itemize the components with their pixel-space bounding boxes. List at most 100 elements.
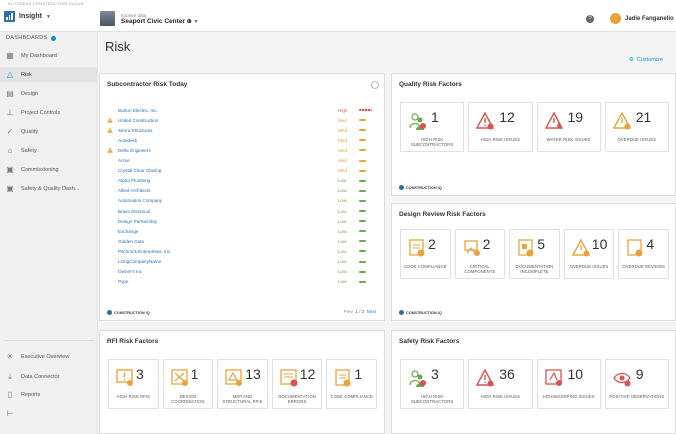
sidebar-item-project-controls[interactable]: ⊥ Project Controls (0, 105, 98, 120)
settings-icon[interactable] (371, 81, 379, 89)
list-item[interactable]: Owner's Inc Low (110, 267, 374, 277)
metric-tile[interactable]: 2 CRITICAL COMPONENTS (454, 229, 506, 279)
metric-label: HIGH RISK SUBCONTRACTORS (410, 394, 454, 405)
metric-label: HIGH RISK ISSUES (480, 137, 521, 142)
sidebar-item-my-dashboard[interactable]: ▦ My Dashboard (0, 48, 98, 63)
metric-tile[interactable]: 3 HIGH RISK RFIS (108, 359, 159, 409)
list-item[interactable]: Sierra Structures Med (107, 125, 374, 135)
subcontractor-name[interactable]: Exchange (118, 228, 139, 234)
add-dashboard-icon[interactable] (50, 35, 56, 41)
metric-label: HIGH RISK ISSUES (480, 394, 521, 399)
metric-tile[interactable]: 36 HIGH RISK ISSUES (468, 359, 533, 409)
warning-icon (107, 147, 113, 154)
subcontractor-name[interactable]: Burton Electric, Inc. (118, 107, 158, 113)
metric-tile[interactable]: 3 HIGH RISK SUBCONTRACTORS (400, 359, 465, 409)
subcontractor-name[interactable]: Sierra Structures (118, 127, 153, 133)
list-item[interactable]: Automation Company Low (110, 196, 374, 206)
sidebar-item-data-connector[interactable]: ⤓ Data Connector (0, 369, 98, 384)
user-menu[interactable]: Jadie Fanganello (610, 13, 674, 24)
risk-level: Med (338, 147, 347, 153)
card-title: Design Review Risk Factors (399, 211, 486, 218)
list-item[interactable]: Delta Engineers Med (107, 145, 374, 155)
metric-tile[interactable]: 12 DOCUMENTATION ERRORS (271, 359, 323, 409)
construction-iq-logo: CONSTRUCTION IQ (107, 310, 150, 315)
risk-level: Med (338, 127, 347, 133)
subcontractor-name[interactable]: Allied Architects (118, 188, 151, 194)
metric-value: 4 (646, 236, 655, 252)
metric-tile[interactable]: 13 MEP AND STRUCTURAL RFIS (217, 359, 268, 409)
sidebar-item-commissioning[interactable]: ▣ Commissioning (0, 162, 98, 177)
subcontractor-name[interactable]: Owner's Inc (118, 269, 143, 275)
list-item[interactable]: Burton Electric, Inc. High (110, 105, 374, 115)
metric-tile[interactable]: 21 OVERDUE ISSUES (604, 102, 669, 152)
list-item[interactable]: Exchange Low (110, 226, 374, 236)
sidebar-item-safety[interactable]: ⌂ Safety (0, 143, 98, 158)
subcontractor-name[interactable]: United Construction (118, 117, 159, 123)
subcontractor-name[interactable]: Bravo Electrical (118, 208, 150, 214)
subcontractor-name[interactable]: Crystal Clear Glazing (118, 168, 162, 174)
org-chart-icon: ⊥ (6, 107, 14, 117)
pager-next[interactable]: Next (366, 309, 376, 314)
app-switcher[interactable]: Insight ▼ (4, 11, 51, 22)
risk-level: Med (338, 158, 347, 164)
chevron-down-icon: ▼ (193, 18, 199, 25)
list-item[interactable]: Allied Architects Low (110, 186, 374, 196)
sidebar-item-quality[interactable]: ✓ Quality (0, 124, 98, 139)
metric-tile[interactable]: 1 HIGH RISK SUBCONTRACTORS (400, 102, 465, 152)
metric-tile[interactable]: 10 HOUSEKEEPING ISSUES (536, 359, 601, 409)
metric-tile[interactable]: 2 CODE COMPLIANCE (400, 229, 451, 279)
subcontractor-name[interactable]: Alpha Plumbing (118, 178, 151, 184)
sidebar-item-risk[interactable]: △ Risk (0, 67, 98, 82)
subcontractor-name[interactable]: Acme (118, 158, 130, 164)
list-item[interactable]: LOngCompanyName Low (110, 257, 374, 267)
subcontractor-name[interactable]: Autodesk (118, 137, 138, 143)
risk-level: Low (338, 228, 347, 234)
customize-button[interactable]: ⚙ Customize (629, 57, 663, 63)
risk-level-bar (359, 139, 366, 142)
subcontractor-name[interactable]: Delta Engineers (118, 147, 151, 153)
sidebar-collapse[interactable]: ⊢ (0, 406, 98, 421)
metric-tile[interactable]: 19 WATER RISK ISSUES (536, 102, 601, 152)
list-item[interactable]: Autodesk Med (110, 135, 374, 145)
list-item[interactable]: Pitchrock Enterprises, Inc. Low (110, 246, 374, 256)
list-item[interactable]: Alpha Plumbing Low (110, 176, 374, 186)
list-item[interactable]: Acme Med (110, 156, 374, 166)
sidebar-item-executive-overview[interactable]: ✳ Executive Overview (0, 349, 98, 364)
boxes-icon: ▣ (6, 183, 14, 193)
sidebar-item-reports[interactable]: ▯ Reports (0, 387, 98, 402)
collapse-icon: ⊢ (6, 408, 14, 418)
list-item[interactable]: United Construction Med (107, 115, 374, 125)
list-item[interactable]: Pype Low (110, 277, 374, 287)
metric-value: 1 (431, 109, 439, 125)
subcontractor-name[interactable]: Pype (118, 279, 129, 285)
list-item[interactable]: Golden Gate Low (110, 236, 374, 246)
metric-tile[interactable]: 1 CODE COMPLIANCE (326, 359, 377, 409)
sidebar-item-design[interactable]: ▤ Design (0, 86, 98, 101)
risk-level: Low (338, 178, 347, 184)
metric-tile[interactable]: 4 OVERDUE REVIEWS (618, 229, 669, 279)
list-item[interactable]: Bravo Electrical Low (110, 206, 374, 216)
sidebar-item-safety-quality[interactable]: ▣ Safety & Quality Dash... (0, 181, 98, 196)
metric-tile[interactable]: 10 OVERDUE ISSUES (563, 229, 615, 279)
subcontractor-name[interactable]: Pitchrock Enterprises, Inc. (118, 248, 172, 254)
metric-value: 1 (190, 366, 199, 382)
metric-tile[interactable]: 5 DOCUMENTATION INCOMPLETE (509, 229, 560, 279)
pager-prev[interactable]: Prev (343, 309, 353, 314)
subcontractor-name[interactable]: Automation Company (118, 198, 163, 204)
list-item[interactable]: Crystal Clear Glazing Med (110, 166, 374, 176)
subcontractor-name[interactable]: Golden Gate (118, 238, 145, 244)
help-icon[interactable]: ? (586, 15, 594, 23)
warning-issue-icon (476, 112, 495, 130)
metric-label: CODE COMPLIANCE (330, 394, 373, 399)
subcontractor-name[interactable]: Design Partnership (118, 218, 158, 224)
metric-tile[interactable]: 1 DESIGN COORDINATION (162, 359, 214, 409)
product-strip: AUTODESK CONSTRUCTION CLOUD (0, 0, 676, 8)
footer-label: CONSTRUCTION IQ (114, 310, 150, 315)
metric-tile[interactable]: 9 POSITIVE OBSERVATIONS (604, 359, 669, 409)
metric-label: HIGH RISK SUBCONTRACTORS (410, 137, 454, 148)
insight-logo-icon (4, 11, 15, 22)
list-item[interactable]: Design Partnership Low (110, 216, 374, 226)
metric-tile[interactable]: 12 HIGH RISK ISSUES (468, 102, 533, 152)
subcontractor-name[interactable]: LOngCompanyName (118, 259, 162, 265)
project-selector[interactable]: Explore data Seaport Civic Center ⊕ ▼ (100, 11, 199, 26)
